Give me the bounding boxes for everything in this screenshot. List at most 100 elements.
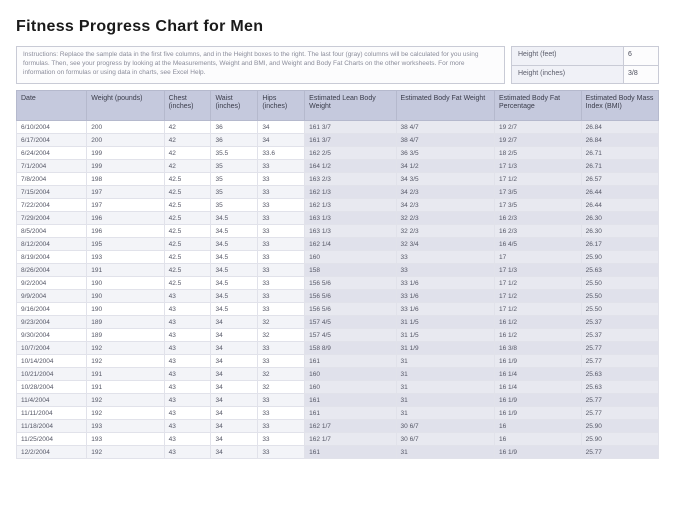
table-cell[interactable]: 33 xyxy=(258,199,305,212)
table-cell[interactable]: 10/21/2004 xyxy=(17,368,87,381)
table-cell[interactable]: 32 xyxy=(258,329,305,342)
table-cell[interactable]: 33 xyxy=(258,264,305,277)
table-cell[interactable]: 34 xyxy=(211,420,258,433)
table-cell[interactable]: 197 xyxy=(87,199,164,212)
table-cell[interactable]: 35 xyxy=(211,160,258,173)
table-cell[interactable]: 43 xyxy=(164,446,211,459)
table-cell[interactable]: 34 xyxy=(258,134,305,147)
table-cell[interactable]: 193 xyxy=(87,251,164,264)
table-cell[interactable]: 199 xyxy=(87,160,164,173)
table-cell[interactable]: 34 xyxy=(211,381,258,394)
table-cell[interactable]: 43 xyxy=(164,355,211,368)
table-cell[interactable]: 12/2/2004 xyxy=(17,446,87,459)
table-cell[interactable]: 36 xyxy=(211,121,258,134)
table-cell[interactable]: 34.5 xyxy=(211,251,258,264)
table-cell[interactable]: 196 xyxy=(87,212,164,225)
table-cell[interactable]: 10/14/2004 xyxy=(17,355,87,368)
table-cell[interactable]: 190 xyxy=(87,277,164,290)
table-cell[interactable]: 11/18/2004 xyxy=(17,420,87,433)
table-cell[interactable]: 10/28/2004 xyxy=(17,381,87,394)
table-cell[interactable]: 33 xyxy=(258,342,305,355)
table-cell[interactable]: 43 xyxy=(164,316,211,329)
table-cell[interactable]: 34.5 xyxy=(211,303,258,316)
table-cell[interactable]: 6/24/2004 xyxy=(17,147,87,160)
table-cell[interactable]: 42 xyxy=(164,134,211,147)
table-cell[interactable]: 199 xyxy=(87,147,164,160)
table-cell[interactable]: 36 xyxy=(211,134,258,147)
table-cell[interactable]: 42 xyxy=(164,147,211,160)
table-cell[interactable]: 32 xyxy=(258,316,305,329)
table-cell[interactable]: 8/26/2004 xyxy=(17,264,87,277)
table-cell[interactable]: 43 xyxy=(164,381,211,394)
table-cell[interactable]: 190 xyxy=(87,290,164,303)
table-cell[interactable]: 32 xyxy=(258,368,305,381)
table-cell[interactable]: 35.5 xyxy=(211,147,258,160)
height-inches-value[interactable]: 3/8 xyxy=(624,66,658,83)
table-cell[interactable]: 42.5 xyxy=(164,212,211,225)
table-cell[interactable]: 42.5 xyxy=(164,173,211,186)
table-cell[interactable]: 9/16/2004 xyxy=(17,303,87,316)
table-cell[interactable]: 43 xyxy=(164,368,211,381)
table-cell[interactable]: 42.5 xyxy=(164,264,211,277)
table-cell[interactable]: 34.5 xyxy=(211,277,258,290)
table-cell[interactable]: 8/19/2004 xyxy=(17,251,87,264)
table-cell[interactable]: 33 xyxy=(258,225,305,238)
table-cell[interactable]: 42 xyxy=(164,121,211,134)
table-cell[interactable]: 193 xyxy=(87,433,164,446)
table-cell[interactable]: 34 xyxy=(211,446,258,459)
table-cell[interactable]: 33 xyxy=(258,277,305,290)
table-cell[interactable]: 192 xyxy=(87,394,164,407)
table-cell[interactable]: 11/25/2004 xyxy=(17,433,87,446)
table-cell[interactable]: 35 xyxy=(211,173,258,186)
table-cell[interactable]: 7/1/2004 xyxy=(17,160,87,173)
table-cell[interactable]: 33 xyxy=(258,160,305,173)
table-cell[interactable]: 42.5 xyxy=(164,199,211,212)
table-cell[interactable]: 9/23/2004 xyxy=(17,316,87,329)
table-cell[interactable]: 33 xyxy=(258,433,305,446)
table-cell[interactable]: 33 xyxy=(258,173,305,186)
table-cell[interactable]: 192 xyxy=(87,446,164,459)
table-cell[interactable]: 34.5 xyxy=(211,212,258,225)
table-cell[interactable]: 34 xyxy=(258,121,305,134)
table-cell[interactable]: 200 xyxy=(87,121,164,134)
table-cell[interactable]: 33 xyxy=(258,186,305,199)
table-cell[interactable]: 9/30/2004 xyxy=(17,329,87,342)
table-cell[interactable]: 9/2/2004 xyxy=(17,277,87,290)
table-cell[interactable]: 33 xyxy=(258,355,305,368)
table-cell[interactable]: 33 xyxy=(258,407,305,420)
table-cell[interactable]: 6/17/2004 xyxy=(17,134,87,147)
table-cell[interactable]: 34.5 xyxy=(211,290,258,303)
table-cell[interactable]: 43 xyxy=(164,394,211,407)
table-cell[interactable]: 191 xyxy=(87,264,164,277)
table-cell[interactable]: 34.5 xyxy=(211,225,258,238)
table-cell[interactable]: 34.5 xyxy=(211,238,258,251)
table-cell[interactable]: 198 xyxy=(87,173,164,186)
table-cell[interactable]: 43 xyxy=(164,420,211,433)
table-cell[interactable]: 42.5 xyxy=(164,225,211,238)
table-cell[interactable]: 42.5 xyxy=(164,186,211,199)
table-cell[interactable]: 193 xyxy=(87,420,164,433)
table-cell[interactable]: 43 xyxy=(164,342,211,355)
height-feet-value[interactable]: 6 xyxy=(624,47,658,65)
table-cell[interactable]: 42.5 xyxy=(164,251,211,264)
table-cell[interactable]: 34 xyxy=(211,355,258,368)
table-cell[interactable]: 192 xyxy=(87,407,164,420)
table-cell[interactable]: 33 xyxy=(258,238,305,251)
table-cell[interactable]: 7/22/2004 xyxy=(17,199,87,212)
table-cell[interactable]: 34 xyxy=(211,342,258,355)
table-cell[interactable]: 43 xyxy=(164,329,211,342)
table-cell[interactable]: 6/10/2004 xyxy=(17,121,87,134)
table-cell[interactable]: 35 xyxy=(211,199,258,212)
table-cell[interactable]: 192 xyxy=(87,355,164,368)
table-cell[interactable]: 33 xyxy=(258,446,305,459)
table-cell[interactable]: 43 xyxy=(164,290,211,303)
table-cell[interactable]: 43 xyxy=(164,433,211,446)
table-cell[interactable]: 34 xyxy=(211,368,258,381)
table-cell[interactable]: 200 xyxy=(87,134,164,147)
table-cell[interactable]: 197 xyxy=(87,186,164,199)
table-cell[interactable]: 8/5/2004 xyxy=(17,225,87,238)
table-cell[interactable]: 34 xyxy=(211,394,258,407)
table-cell[interactable]: 191 xyxy=(87,381,164,394)
table-cell[interactable]: 11/11/2004 xyxy=(17,407,87,420)
table-cell[interactable]: 7/15/2004 xyxy=(17,186,87,199)
